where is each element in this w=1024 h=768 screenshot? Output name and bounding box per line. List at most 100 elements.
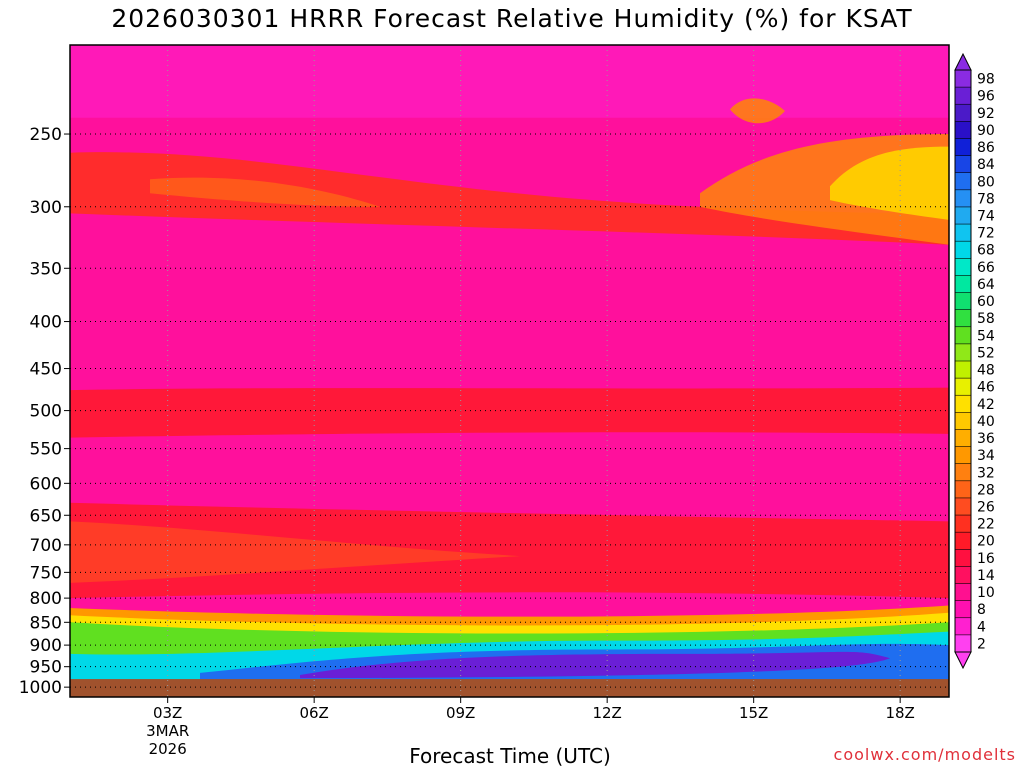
dry-band-upper	[70, 152, 949, 245]
colorbar-label: 34	[977, 448, 995, 464]
colorbar-label: 32	[977, 465, 995, 481]
colorbar-segment	[955, 343, 971, 362]
y-tick-label: 1000	[19, 678, 62, 698]
y-tick-label: 700	[30, 536, 62, 556]
colorbar-segment	[955, 446, 971, 465]
x-tick-date-label: 2026	[149, 740, 187, 758]
x-tick-label: 18Z	[885, 704, 914, 722]
colorbar-label: 20	[977, 534, 995, 550]
x-tick-date-label: 3MAR	[146, 722, 189, 740]
colorbar-segment	[955, 275, 971, 294]
colorbar-segment	[955, 224, 971, 242]
dry-pocket-right-core	[830, 146, 949, 220]
colorbar-segment	[955, 549, 971, 567]
dry-spot-top	[730, 98, 785, 124]
colorbar-segment	[955, 600, 971, 619]
colorbar-label: 78	[977, 191, 995, 207]
colorbar-label: 48	[977, 363, 995, 379]
y-tick-label: 400	[30, 313, 62, 333]
colorbar-label: 92	[977, 106, 995, 122]
mid-dry-band	[70, 387, 949, 438]
colorbar-label: 68	[977, 243, 995, 259]
colorbar-label: 22	[977, 517, 995, 533]
colorbar-label: 64	[977, 277, 995, 293]
plot-background	[70, 45, 949, 697]
colorbar-label: 74	[977, 209, 995, 225]
y-tick-label: 850	[30, 613, 62, 633]
colorbar-segment	[955, 583, 971, 602]
colorbar-label: 2	[977, 636, 986, 652]
x-tick-label: 09Z	[446, 704, 475, 722]
colorbar-segment	[955, 172, 971, 191]
colorbar-label: 60	[977, 294, 995, 310]
colorbar-label: 54	[977, 328, 995, 344]
colorbar-segment	[955, 361, 971, 379]
colorbar-segment	[955, 497, 971, 516]
low-dry-band	[70, 502, 949, 599]
colorbar-segment	[955, 309, 971, 328]
y-tick-label: 900	[30, 636, 62, 656]
colorbar-label: 8	[977, 602, 986, 618]
y-tick-label: 350	[30, 259, 62, 279]
colorbar-label: 40	[977, 414, 995, 430]
colorbar-label: 66	[977, 260, 995, 276]
y-tick-label: 300	[30, 198, 62, 218]
y-tick-label: 450	[30, 360, 62, 380]
x-axis-label: Forecast Time (UTC)	[409, 744, 611, 768]
colorbar-segment	[955, 463, 971, 482]
colorbar-label: 4	[977, 619, 986, 635]
dry-band-upper-core	[150, 177, 380, 207]
colorbar-segment	[955, 241, 971, 259]
colorbar-label: 46	[977, 380, 995, 396]
y-tick-label: 800	[30, 589, 62, 609]
colorbar-label: 36	[977, 431, 995, 447]
x-tick-label: 12Z	[592, 704, 621, 722]
colorbar-label: 26	[977, 500, 995, 516]
colorbar-segment	[955, 429, 971, 448]
colorbar-segment	[955, 121, 971, 139]
colorbar-label: 80	[977, 174, 995, 190]
chart-title: 2026030301 HRRR Forecast Relative Humidi…	[111, 4, 913, 33]
colorbar-segment	[955, 155, 971, 174]
ground-fill	[70, 679, 949, 697]
x-tick-label: 03Z	[153, 704, 182, 722]
colorbar-segment	[955, 104, 971, 122]
colorbar-label: 58	[977, 311, 995, 327]
plot-frame	[69, 44, 950, 698]
low-dry-core	[70, 521, 520, 583]
upper-moist-band	[70, 45, 949, 118]
colorbar-segment	[955, 206, 971, 225]
y-tick-label: 550	[30, 440, 62, 460]
x-tick-label: 06Z	[299, 704, 328, 722]
colorbar-label: 28	[977, 482, 995, 498]
x-tick-label: 15Z	[739, 704, 768, 722]
colorbar-segment	[955, 395, 971, 413]
colorbar-label: 16	[977, 551, 995, 567]
y-tick-label: 500	[30, 402, 62, 422]
colorbar-label: 52	[977, 345, 995, 361]
colorbar-segment	[955, 258, 971, 276]
colorbar-top-arrow	[954, 52, 972, 71]
colorbar-label: 96	[977, 89, 995, 105]
colorbar-label: 90	[977, 123, 995, 139]
colorbar-segment	[955, 189, 971, 208]
credit-text: coolwx.com/modelts	[833, 745, 1016, 764]
colorbar-label: 72	[977, 226, 995, 242]
pbl-violet	[300, 651, 890, 679]
colorbar-segment	[955, 378, 971, 396]
colorbar-segment	[955, 292, 971, 311]
colorbar-label: 10	[977, 585, 995, 601]
colorbar-segment	[955, 566, 971, 585]
colorbar-label: 14	[977, 568, 995, 584]
y-tick-label: 950	[30, 658, 62, 678]
colorbar-segment	[955, 634, 971, 653]
colorbar-segment	[955, 480, 971, 499]
y-tick-label: 600	[30, 474, 62, 494]
colorbar-segment	[955, 515, 971, 533]
colorbar-label: 42	[977, 397, 995, 413]
colorbar-segment	[955, 138, 971, 157]
colorbar-segment	[955, 412, 971, 430]
y-tick-label: 250	[30, 125, 62, 145]
colorbar-bottom-arrow	[954, 651, 972, 670]
